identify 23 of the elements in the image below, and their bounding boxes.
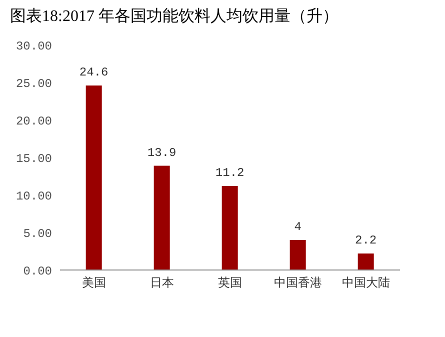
- data-label: 24.6: [79, 66, 108, 80]
- x-tick-label: 中国香港: [274, 276, 322, 290]
- bar: [290, 240, 306, 270]
- y-tick-label: 5.00: [23, 226, 52, 241]
- x-tick-label: 日本: [150, 276, 174, 290]
- y-tick-label: 15.00: [16, 152, 52, 166]
- y-tick-label: 25.00: [16, 76, 52, 91]
- x-tick-label: 中国大陆: [342, 276, 390, 290]
- y-tick-label: 30.00: [16, 39, 52, 54]
- chart-title: 图表18:2017 年各国功能饮料人均饮用量（升）: [10, 6, 338, 27]
- bar: [222, 186, 238, 270]
- data-label: 2.2: [355, 234, 377, 248]
- x-tick-label: 英国: [218, 276, 242, 290]
- bar: [86, 86, 102, 270]
- y-tick-label: 0.00: [23, 264, 52, 278]
- data-label: 13.9: [147, 146, 176, 160]
- data-label: 4: [294, 220, 302, 234]
- bar: [154, 166, 170, 270]
- x-tick-label: 美国: [82, 276, 106, 290]
- data-label: 11.2: [215, 166, 244, 180]
- y-tick-label: 20.00: [16, 114, 52, 128]
- bar: [358, 254, 374, 270]
- y-tick-label: 10.00: [16, 189, 52, 204]
